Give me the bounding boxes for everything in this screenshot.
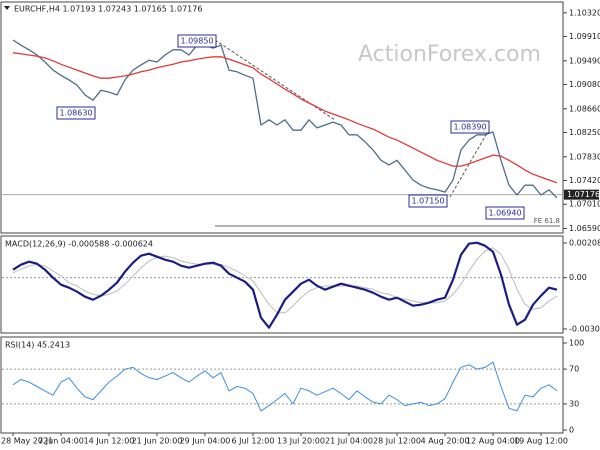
series-line: [12, 39, 558, 199]
x-tick-label: 4 Aug 20:00: [421, 437, 470, 446]
panel-label: MACD(12,26,9) -0.000588 -0.000624: [5, 240, 153, 249]
y-tick-label: 0: [569, 426, 574, 435]
annotation-box: [56, 106, 96, 120]
x-tick-label: 14 Jun 12:00: [84, 437, 135, 446]
projection-line: [449, 127, 491, 198]
y-tick-label: 1.08660: [569, 104, 600, 113]
series-line: [12, 361, 558, 412]
y-tick-label: 1.08250: [569, 128, 600, 137]
annotation-box: [450, 120, 490, 134]
rsi-panel: [0, 336, 564, 434]
annotation-box: [408, 194, 448, 208]
x-tick-label: 6 Jul 12:00: [232, 437, 275, 446]
y-tick-label: 0.002081: [569, 238, 600, 247]
last-price-box: [564, 189, 599, 200]
marks: [2, 39, 562, 412]
annotation-label: 1.08390: [453, 123, 486, 132]
y-tick-label: 1.10320: [569, 8, 600, 17]
x-tick-label: 28 May 2021: [1, 437, 53, 446]
y-tick-label: 1.09910: [569, 32, 600, 41]
y-tick-label: 0.00: [569, 273, 587, 282]
last-price-label: 1.07176: [567, 190, 600, 199]
y-tick-label: 1.06590: [569, 224, 600, 233]
annotation-box: [485, 206, 525, 220]
watermark: ActionForex.com: [358, 42, 541, 67]
annotation-label: 1.07150: [411, 197, 444, 206]
y-tick-label: 1.09080: [569, 80, 600, 89]
series-line: [12, 52, 558, 184]
annotation-label: FE 61.8: [534, 217, 560, 225]
annotation-label: 1.08630: [59, 109, 92, 118]
y-tick-label: 70: [569, 365, 579, 374]
y-tick-label: 100: [569, 339, 584, 348]
y-tick-label: 30: [569, 399, 579, 408]
x-tick-label: 12 Aug 04:00: [466, 437, 520, 446]
annotation-label: 1.09850: [180, 37, 213, 46]
y-tick-label: 1.07010: [569, 200, 600, 209]
x-tick-label: 13 Jul 20:00: [277, 437, 325, 446]
series-line: [12, 241, 558, 329]
x-tick-label: 21 Jul 04:00: [325, 437, 373, 446]
y-tick-label: 1.07420: [569, 176, 600, 185]
chart-title: EURCHF,H4 1.07193 1.07243 1.07165 1.0717…: [14, 5, 202, 14]
x-tick-label: 19 Aug 12:00: [514, 437, 568, 446]
title-icon: [4, 6, 10, 10]
x-tick-label: 29 Jun 04:00: [180, 437, 231, 446]
panel-label: RSI(14) 45.2413: [5, 341, 70, 350]
x-tick-label: 28 Jul 12:00: [373, 437, 421, 446]
annotation-box: [177, 34, 217, 48]
annotation-label: 1.06940: [488, 209, 521, 218]
y-tick-label: -0.003079: [569, 324, 600, 333]
x-tick-label: 21 Jun 20:00: [132, 437, 183, 446]
price-panel: [0, 1, 564, 234]
y-tick-label: 1.09490: [569, 56, 600, 65]
x-tick-label: 7 Jun 04:00: [38, 437, 84, 446]
y-tick-label: 1.07830: [569, 152, 600, 161]
macd-panel: [0, 235, 564, 334]
series-line: [12, 247, 558, 314]
